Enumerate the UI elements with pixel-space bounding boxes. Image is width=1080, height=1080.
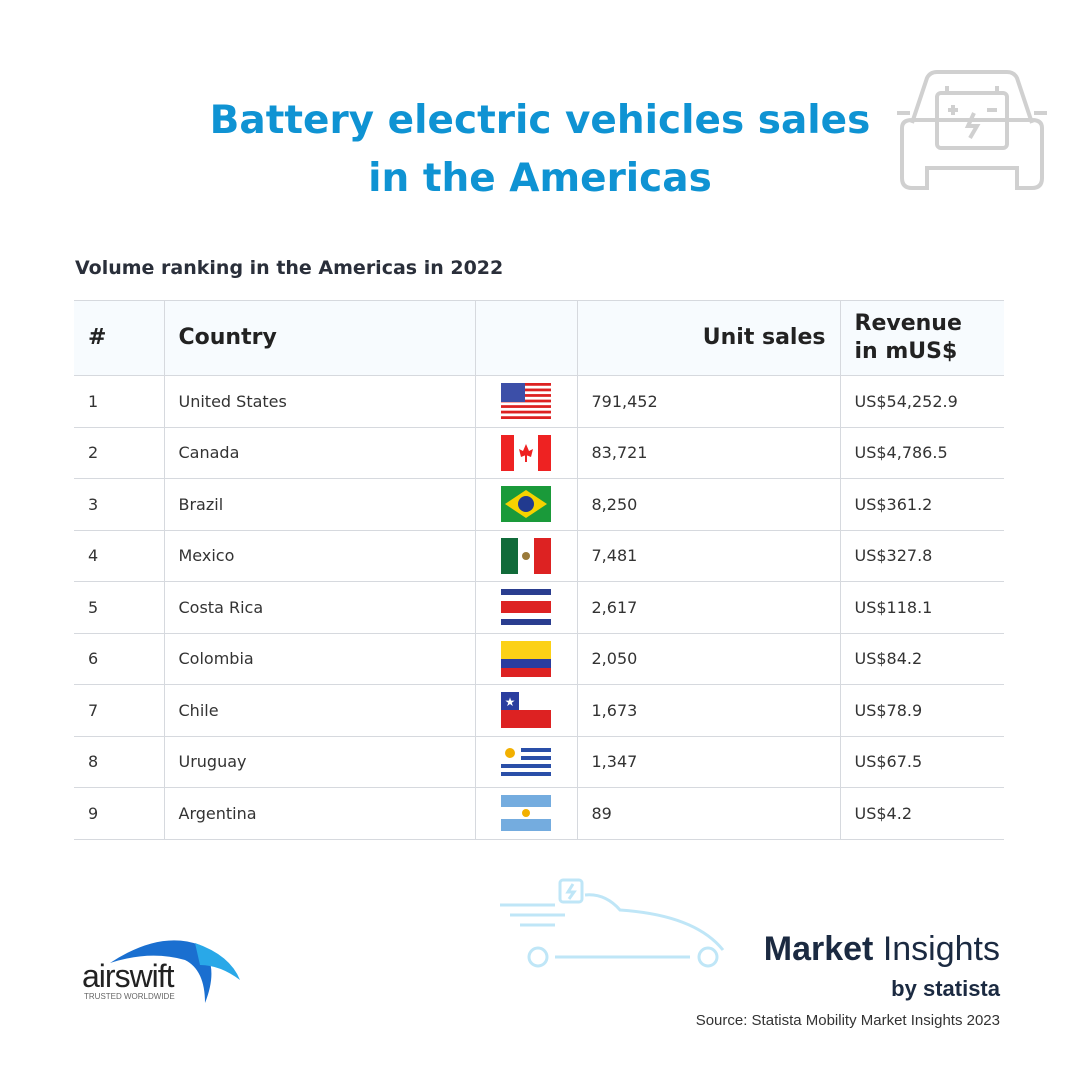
table-row: 2 Canada 83,721 US$4,786.5 (74, 426, 1004, 479)
col-unit-sales: Unit sales (576, 300, 841, 376)
country-cell: Costa Rica (163, 581, 476, 634)
unit-sales-cell: 8,250 (576, 478, 841, 531)
unit-sales-cell: 1,347 (576, 735, 841, 788)
by-statista-logo: by statista (891, 976, 1000, 1001)
colombia-flag-icon (501, 640, 551, 677)
country-cell: Chile (163, 684, 476, 737)
flag-cell (474, 478, 578, 531)
us-flag-icon (501, 383, 551, 420)
revenue-cell: US$4.2 (839, 787, 1004, 840)
rank-cell: 4 (74, 529, 165, 582)
country-cell: Brazil (163, 478, 476, 531)
revenue-cell: US$327.8 (839, 529, 1004, 582)
table-row: 9 Argentina 89 US$4.2 (74, 787, 1004, 840)
rank-cell: 3 (74, 478, 165, 531)
flag-cell (474, 375, 578, 428)
revenue-cell: US$118.1 (839, 581, 1004, 634)
rank-cell: 6 (74, 632, 165, 685)
argentina-flag-icon (501, 795, 551, 832)
flag-cell: ★ (474, 684, 578, 737)
table-row: 4 Mexico 7,481 US$327.8 (74, 529, 1004, 582)
costa-rica-flag-icon (501, 589, 551, 626)
col-rank: # (74, 300, 165, 376)
unit-sales-cell: 7,481 (576, 529, 841, 582)
chile-flag-icon: ★ (501, 692, 551, 729)
unit-sales-cell: 1,673 (576, 684, 841, 737)
flag-cell (474, 529, 578, 582)
table-header: # Country Unit sales Revenue in mUS$ (74, 300, 1004, 376)
revenue-cell: US$4,786.5 (839, 426, 1004, 479)
airswift-logo-text: airswift (82, 958, 175, 994)
flag-cell (474, 787, 578, 840)
country-cell: Mexico (163, 529, 476, 582)
revenue-cell: US$361.2 (839, 478, 1004, 531)
uruguay-flag-icon (501, 743, 551, 780)
col-revenue: Revenue in mUS$ (839, 300, 1004, 376)
revenue-cell: US$54,252.9 (839, 375, 1004, 428)
table-subtitle: Volume ranking in the Americas in 2022 (75, 257, 504, 279)
flag-cell (474, 632, 578, 685)
table-row: 5 Costa Rica 2,617 US$118.1 (74, 581, 1004, 634)
airswift-tagline: TRUSTED WORLDWIDE (84, 992, 175, 1001)
svg-text:★: ★ (505, 695, 516, 709)
unit-sales-cell: 2,617 (576, 581, 841, 634)
unit-sales-cell: 89 (576, 787, 841, 840)
table-row: 7 Chile ★ 1,673 US$78.9 (74, 684, 1004, 737)
flag-cell (474, 735, 578, 788)
market-insights-logo: Market Insights (763, 930, 1000, 968)
table-row: 6 Colombia 2,050 US$84.2 (74, 632, 1004, 685)
airswift-bird-logo (110, 940, 240, 1003)
electric-car-icon (897, 70, 1047, 190)
unit-sales-cell: 83,721 (576, 426, 841, 479)
rank-cell: 8 (74, 735, 165, 788)
flag-cell (474, 581, 578, 634)
page-title: Battery electric vehicles sales in the A… (209, 98, 871, 201)
unit-sales-cell: 791,452 (576, 375, 841, 428)
country-cell: United States (163, 375, 476, 428)
rank-cell: 7 (74, 684, 165, 737)
country-cell: Argentina (163, 787, 476, 840)
electric-car-illustration (500, 878, 725, 968)
rank-cell: 1 (74, 375, 165, 428)
rank-cell: 9 (74, 787, 165, 840)
mexico-flag-icon (501, 537, 551, 574)
ranking-table: # Country Unit sales Revenue in mUS$ 1 U… (74, 300, 1004, 840)
revenue-cell: US$78.9 (839, 684, 1004, 737)
brazil-flag-icon (501, 486, 551, 523)
revenue-cell: US$67.5 (839, 735, 1004, 788)
unit-sales-cell: 2,050 (576, 632, 841, 685)
table-row: 1 United States 791,452 US$54,252.9 (74, 375, 1004, 428)
col-flag (474, 300, 578, 376)
canada-flag-icon (501, 434, 551, 471)
source-note: Source: Statista Mobility Market Insight… (695, 1012, 1000, 1029)
country-cell: Colombia (163, 632, 476, 685)
revenue-cell: US$84.2 (839, 632, 1004, 685)
country-cell: Canada (163, 426, 476, 479)
country-cell: Uruguay (163, 735, 476, 788)
table-row: 8 Uruguay 1,347 US$67.5 (74, 735, 1004, 788)
col-country: Country (163, 300, 476, 376)
rank-cell: 5 (74, 581, 165, 634)
flag-cell (474, 426, 578, 479)
rank-cell: 2 (74, 426, 165, 479)
table-row: 3 Brazil 8,250 US$361.2 (74, 478, 1004, 531)
